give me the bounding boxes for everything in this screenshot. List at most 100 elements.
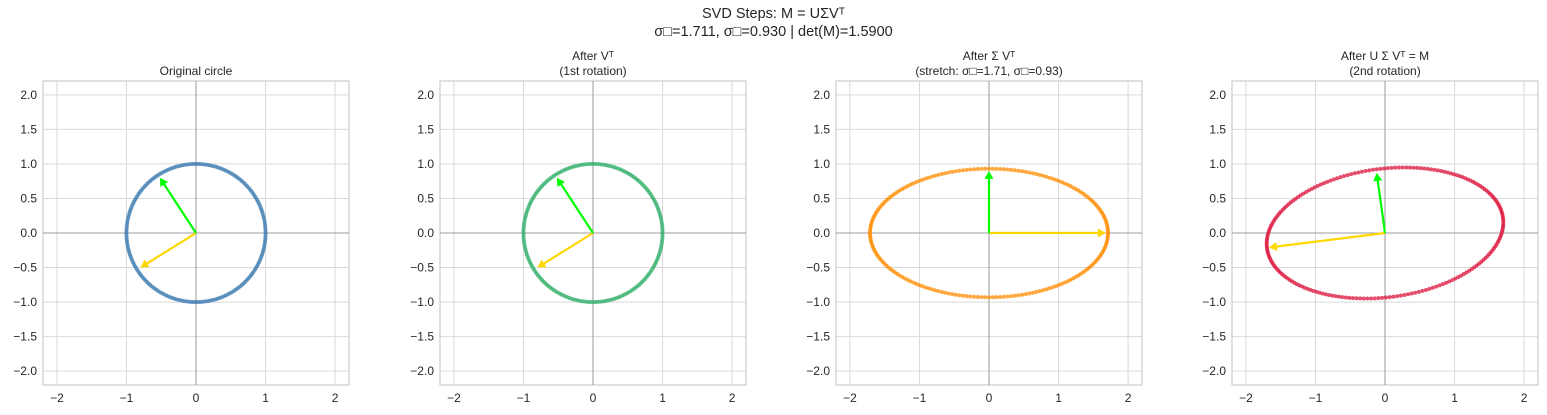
data-point <box>1416 289 1421 294</box>
data-point <box>1009 294 1014 299</box>
data-point <box>1402 293 1407 298</box>
x-tick-label: 1 <box>1451 391 1458 405</box>
data-point <box>920 177 925 182</box>
subplot-title: (2nd rotation) <box>1349 64 1420 78</box>
x-tick-label: 2 <box>332 391 339 405</box>
y-tick-label: −1.0 <box>410 295 434 309</box>
green-arrow <box>559 182 594 234</box>
data-point <box>932 288 937 293</box>
y-tick-label: 2.0 <box>1209 88 1226 102</box>
subplot-title: (1st rotation) <box>559 64 626 78</box>
data-point <box>1361 296 1366 301</box>
data-point <box>1435 168 1440 173</box>
data-point <box>987 295 991 300</box>
data-point <box>994 295 999 300</box>
arrow-head <box>556 177 565 187</box>
y-tick-label: −2.0 <box>806 364 830 378</box>
data-point <box>950 292 955 297</box>
data-point <box>1440 282 1445 287</box>
data-point <box>939 289 944 294</box>
data-point <box>1432 167 1437 172</box>
x-tick-label: −2 <box>50 391 64 405</box>
data-point <box>1041 288 1046 293</box>
data-point <box>1005 294 1010 299</box>
data-point <box>1411 165 1416 170</box>
data-point <box>1027 170 1032 175</box>
data-point <box>946 170 951 175</box>
data-point <box>1345 173 1350 178</box>
data-point <box>1422 166 1427 171</box>
data-point <box>1050 176 1055 181</box>
y-tick-label: −1.5 <box>13 330 37 344</box>
data-point <box>1016 168 1021 173</box>
data-point <box>1434 284 1439 289</box>
data-point <box>972 167 977 172</box>
data-point <box>1350 296 1355 301</box>
data-point <box>1342 174 1347 179</box>
data-point <box>1453 276 1458 281</box>
data-point <box>1378 166 1383 171</box>
data-point <box>1059 180 1064 185</box>
data-point <box>1047 175 1052 180</box>
y-tick-label: 0.5 <box>1209 191 1226 205</box>
y-tick-label: −1.0 <box>806 295 830 309</box>
y-tick-label: −1.5 <box>410 330 434 344</box>
data-point <box>998 294 1003 299</box>
data-point <box>1314 289 1319 294</box>
y-tick-label: −0.5 <box>806 261 830 275</box>
data-point <box>1356 170 1361 175</box>
data-point <box>1501 217 1506 222</box>
subplot-1: Original circle −2 −1 0 1 2 2.0 1.5 1.0 0.5 0.0 −0.… <box>13 64 350 405</box>
data-point <box>1383 295 1388 300</box>
data-point <box>1323 292 1328 297</box>
arrow-head <box>159 177 168 187</box>
data-point <box>1445 170 1450 175</box>
y-tick-label: −2.0 <box>13 364 37 378</box>
data-point <box>1343 295 1348 300</box>
data-point <box>1317 290 1322 295</box>
data-point <box>1391 294 1396 299</box>
data-point <box>1429 167 1434 172</box>
y-tick-label: 1.0 <box>20 157 37 171</box>
data-point <box>1012 168 1017 173</box>
arrow-head <box>1097 228 1106 238</box>
arrow-head <box>1268 242 1278 251</box>
data-point <box>1349 172 1354 177</box>
data-point <box>939 172 944 177</box>
data-point <box>926 175 931 180</box>
data-point <box>1030 171 1035 176</box>
data-point <box>1380 295 1385 300</box>
data-point <box>1322 181 1327 186</box>
data-point <box>1056 179 1061 184</box>
data-point <box>1005 167 1010 172</box>
arrow-head <box>140 259 150 268</box>
subplot-3: After Σ Vᵀ(stretch: σ□=1.71, σ□=0.93)−2−… <box>806 49 1143 405</box>
y-tick-label: −0.5 <box>13 261 37 275</box>
x-tick-label: 0 <box>193 391 200 405</box>
x-tick-label: 2 <box>729 391 736 405</box>
data-point <box>990 295 995 300</box>
suptitle-line-1: SVD Steps: M = UΣVᵀ <box>702 6 845 22</box>
data-point <box>1385 166 1390 171</box>
y-tick-label: 1.5 <box>417 122 434 136</box>
data-point <box>983 166 988 171</box>
data-point <box>1404 165 1409 170</box>
y-tick-label: −1.0 <box>13 295 37 309</box>
y-tick-label: 0.0 <box>1209 226 1226 240</box>
data-point <box>1001 167 1006 172</box>
data-point <box>950 169 955 174</box>
arrow-head <box>1373 172 1383 182</box>
data-point <box>1354 296 1359 301</box>
data-point <box>1450 278 1455 283</box>
x-tick-label: 1 <box>1055 391 1062 405</box>
data-point <box>1105 233 1110 238</box>
data-point <box>914 281 919 286</box>
data-point <box>964 167 969 172</box>
data-point <box>1037 172 1042 177</box>
data-point <box>1315 183 1320 188</box>
data-point <box>1009 167 1014 172</box>
data-point <box>1034 289 1039 294</box>
data-point <box>1365 296 1370 301</box>
y-tick-label: 0.5 <box>20 191 37 205</box>
y-tick-label: −2.0 <box>410 364 434 378</box>
